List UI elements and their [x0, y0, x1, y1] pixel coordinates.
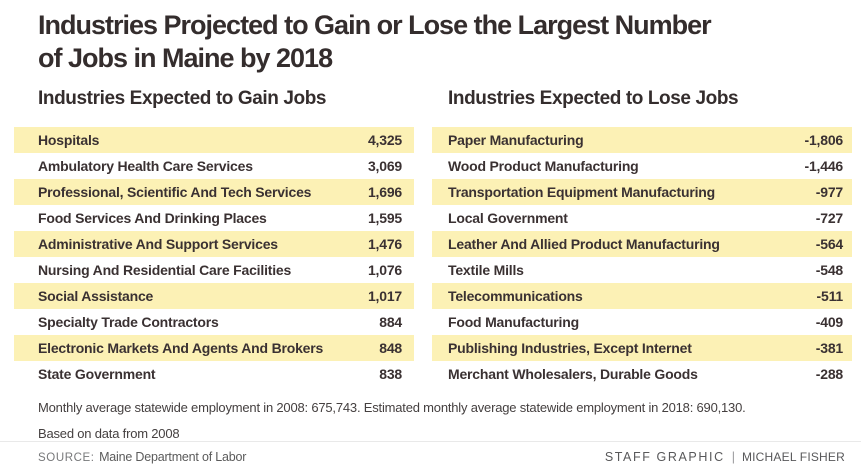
industry-name: Leather And Allied Product Manufacturing: [448, 236, 720, 252]
lose-jobs-table: Industries Expected to Lose Jobs Paper M…: [432, 88, 852, 387]
jobs-value: -564: [815, 236, 843, 252]
jobs-value: 848: [379, 340, 402, 356]
jobs-value: 1,595: [367, 210, 402, 226]
industry-name: Specialty Trade Contractors: [38, 314, 219, 330]
table-row: Transportation Equipment Manufacturing -9…: [432, 179, 852, 205]
gain-jobs-header: Industries Expected to Gain Jobs: [38, 88, 327, 109]
title-line-1: Industries Projected to Gain or Lose the…: [38, 10, 712, 40]
table-row: State Government 838: [14, 361, 414, 387]
industry-name: Paper Manufacturing: [448, 132, 584, 148]
table-row: Administrative And Support Services 1,476: [14, 231, 414, 257]
table-row: Wood Product Manufacturing -1,446: [432, 153, 852, 179]
table-row: Social Assistance 1,017: [14, 283, 414, 309]
page-title: Industries Projected to Gain or Lose the…: [0, 0, 861, 75]
table-row: Nursing And Residential Care Facilities 1…: [14, 257, 414, 283]
table-row: Specialty Trade Contractors 884: [14, 309, 414, 335]
jobs-value: 1,696: [367, 184, 402, 200]
jobs-value: -1,806: [804, 132, 844, 148]
lose-jobs-rows: Paper Manufacturing -1,806 Wood Product Ma…: [432, 127, 852, 387]
table-row: Hospitals 4,325: [14, 127, 414, 153]
jobs-value: -288: [815, 366, 843, 382]
industry-name: Transportation Equipment Manufacturing: [448, 184, 715, 200]
jobs-value: 884: [379, 314, 402, 330]
jobs-value: 1,076: [367, 262, 402, 278]
jobs-value: -548: [815, 262, 843, 278]
jobs-value: -511: [816, 288, 844, 304]
jobs-value: 1,017: [367, 288, 402, 304]
table-row: Professional, Scientific And Tech Servic…: [14, 179, 414, 205]
source-value: Maine Department of Labor: [99, 450, 247, 464]
table-row: Ambulatory Health Care Services 3,069: [14, 153, 414, 179]
jobs-value: -727: [815, 210, 843, 226]
industry-name: Textile Mills: [448, 262, 524, 278]
gain-jobs-table: Industries Expected to Gain Jobs Hospita…: [14, 88, 414, 387]
table-row: Leather And Allied Product Manufacturing…: [432, 231, 852, 257]
credit-name: MICHAEL FISHER: [741, 450, 845, 464]
table-row: Local Government -727: [432, 205, 852, 231]
jobs-value: 3,069: [367, 158, 402, 174]
gain-jobs-rows: Hospitals 4,325 Ambulatory Health Care Ser…: [14, 127, 414, 387]
lose-jobs-header: Industries Expected to Lose Jobs: [448, 88, 739, 109]
title-line-2: of Jobs in Maine by 2018: [38, 43, 333, 73]
source-line: SOURCE: Maine Department of Labor: [38, 448, 246, 466]
industry-name: Electronic Markets And Agents And Broker…: [38, 340, 324, 356]
industry-name: Professional, Scientific And Tech Servic…: [38, 184, 312, 200]
industry-name: Merchant Wholesalers, Durable Goods: [448, 366, 698, 382]
industry-name: Food Manufacturing: [448, 314, 579, 330]
industry-name: Nursing And Residential Care Facilities: [38, 262, 292, 278]
industry-name: State Government: [38, 366, 156, 382]
industry-name: Food Services And Drinking Places: [38, 210, 267, 226]
table-row: Paper Manufacturing -1,806: [432, 127, 852, 153]
table-row: Food Manufacturing -409: [432, 309, 852, 335]
jobs-value: -1,446: [804, 158, 844, 174]
jobs-value: 838: [379, 366, 402, 382]
credit-line: STAFF GRAPHIC | MICHAEL FISHER: [605, 450, 845, 464]
jobs-value: 4,325: [367, 132, 402, 148]
jobs-value: -977: [815, 184, 843, 200]
table-row: Textile Mills -548: [432, 257, 852, 283]
table-row: Merchant Wholesalers, Durable Goods -288: [432, 361, 852, 387]
jobs-value: -409: [815, 314, 843, 330]
jobs-infographic: Industries Projected to Gain or Lose the…: [0, 0, 861, 464]
industry-name: Publishing Industries, Except Internet: [448, 340, 692, 356]
source-label: SOURCE:: [38, 452, 95, 464]
table-row: Telecommunications -511: [432, 283, 852, 309]
employment-note: Monthly average statewide employment in …: [38, 400, 746, 415]
source-bar: SOURCE: Maine Department of Labor STAFF …: [0, 441, 861, 476]
industry-name: Hospitals: [38, 132, 100, 148]
data-year-note: Based on data from 2008: [38, 426, 180, 441]
table-row: Electronic Markets And Agents And Broker…: [14, 335, 414, 361]
industry-name: Administrative And Support Services: [38, 236, 278, 252]
table-row: Publishing Industries, Except Internet -3…: [432, 335, 852, 361]
tables-container: Industries Expected to Gain Jobs Hospita…: [14, 88, 852, 387]
jobs-value: 1,476: [367, 236, 402, 252]
industry-name: Social Assistance: [38, 288, 154, 304]
industry-name: Local Government: [448, 210, 568, 226]
industry-name: Ambulatory Health Care Services: [38, 158, 253, 174]
jobs-value: -381: [815, 340, 843, 356]
table-row: Food Services And Drinking Places 1,595: [14, 205, 414, 231]
credit-label: STAFF GRAPHIC: [604, 450, 725, 464]
industry-name: Telecommunications: [448, 288, 583, 304]
credit-divider: |: [731, 450, 735, 464]
industry-name: Wood Product Manufacturing: [448, 158, 639, 174]
